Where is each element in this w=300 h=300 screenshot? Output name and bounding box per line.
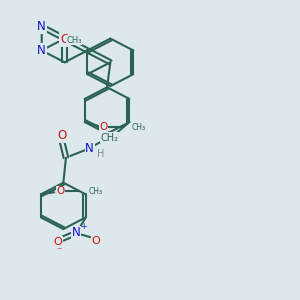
- Text: O: O: [91, 236, 100, 246]
- Text: CH₂: CH₂: [100, 133, 118, 142]
- Text: N: N: [85, 142, 94, 155]
- Text: H: H: [97, 148, 104, 159]
- Text: +: +: [80, 222, 86, 231]
- Text: O: O: [57, 186, 65, 196]
- Text: CH₃: CH₃: [88, 187, 102, 196]
- Text: CH₃: CH₃: [67, 35, 82, 44]
- Text: N: N: [72, 226, 81, 239]
- Text: N: N: [38, 20, 46, 33]
- Text: O: O: [57, 129, 67, 142]
- Text: N: N: [38, 44, 46, 57]
- Text: ⁻: ⁻: [56, 246, 62, 256]
- Text: O: O: [100, 122, 108, 132]
- Text: O: O: [60, 33, 69, 46]
- Text: O: O: [54, 237, 63, 247]
- Text: CH₃: CH₃: [132, 123, 146, 132]
